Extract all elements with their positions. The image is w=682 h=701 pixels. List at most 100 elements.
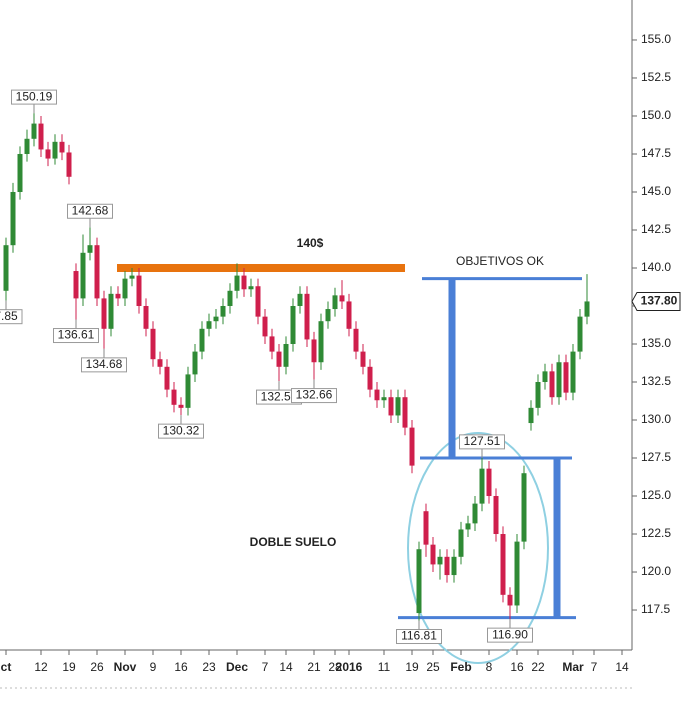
- candle-body: [374, 389, 380, 401]
- label-box: [158, 423, 204, 439]
- price-label: 116.90: [492, 627, 528, 641]
- candle-body: [318, 321, 324, 363]
- candle-body: [339, 295, 345, 302]
- last-price-label: 137.80: [641, 294, 678, 308]
- candle-body: [115, 293, 121, 299]
- candle-body: [80, 252, 86, 299]
- candle-body: [402, 397, 408, 428]
- candle-body: [570, 351, 576, 393]
- candle-body: [52, 141, 58, 159]
- x-tick-label: ct: [1, 660, 12, 674]
- x-tick-label: 11: [378, 660, 391, 674]
- candle-body: [66, 152, 72, 177]
- x-tick-label: 19: [405, 660, 419, 674]
- label-box: [0, 309, 23, 325]
- price-label: 130.32: [163, 423, 200, 437]
- candle-body: [24, 138, 30, 154]
- x-tick-label: Feb: [450, 660, 471, 674]
- candle-body: [388, 397, 394, 416]
- label-box: [67, 203, 113, 219]
- x-tick-label: 26: [90, 660, 104, 674]
- candle-body: [122, 278, 128, 299]
- y-tick-label: 147.5: [641, 146, 671, 160]
- last-price-tag: [631, 291, 681, 311]
- label-box: [11, 89, 57, 105]
- price-label: 142.68: [72, 203, 109, 217]
- candle-body: [206, 321, 212, 329]
- candle-body: [584, 301, 590, 317]
- candle-body: [269, 336, 275, 352]
- candle-body: [360, 351, 366, 367]
- candle-body: [3, 245, 9, 291]
- candle-body: [451, 556, 457, 576]
- candle-body: [395, 397, 401, 416]
- y-tick-label: 145.0: [641, 184, 671, 198]
- candle-body: [500, 534, 506, 595]
- x-tick-label: 19: [62, 660, 76, 674]
- candle-body: [108, 293, 114, 329]
- candle-body: [507, 594, 513, 606]
- candle-body: [129, 275, 135, 279]
- candle-body: [297, 293, 303, 306]
- label-box: [53, 328, 99, 344]
- candle-body: [367, 366, 373, 390]
- price-label: 150.19: [16, 89, 53, 103]
- candle-body: [493, 496, 499, 535]
- candle-body: [45, 149, 51, 159]
- candle-body: [563, 362, 569, 393]
- candle-body: [381, 397, 387, 401]
- double-bottom-circle: [407, 432, 549, 664]
- x-tick-label: Mar: [562, 660, 584, 674]
- x-tick-label: 12: [34, 660, 48, 674]
- candle-body: [486, 468, 492, 497]
- candle-body: [73, 271, 79, 299]
- x-tick-label: 28: [328, 660, 342, 674]
- candle-body: [479, 468, 485, 504]
- y-tick-label: 122.5: [641, 526, 671, 540]
- candle-body: [325, 309, 331, 322]
- candle-body: [31, 123, 37, 139]
- candle-body: [185, 374, 191, 408]
- price-label: 116.81: [401, 629, 437, 643]
- candle-body: [353, 328, 359, 352]
- y-tick-label: 120.0: [641, 564, 671, 578]
- candle-body: [59, 141, 65, 153]
- candle-body: [528, 407, 534, 424]
- y-tick-label: 140.0: [641, 260, 671, 274]
- y-tick-label: 117.5: [641, 602, 670, 616]
- candle-body: [213, 316, 219, 322]
- x-tick-label: 7: [591, 660, 598, 674]
- candle-body: [192, 351, 198, 375]
- y-tick-label: 127.5: [641, 450, 671, 464]
- candle-body: [346, 301, 352, 329]
- y-tick-label: 130.0: [641, 412, 671, 426]
- label-box: [81, 357, 127, 373]
- candle-body: [17, 153, 23, 192]
- candle-body: [311, 339, 317, 363]
- candle-body: [535, 382, 541, 408]
- label-box: [291, 388, 337, 404]
- candle-body: [136, 275, 142, 306]
- x-tick-label: 16: [510, 660, 524, 674]
- price-label: 132.56: [261, 389, 298, 403]
- candle-body: [549, 371, 555, 398]
- resistance-label: 140$: [297, 236, 324, 250]
- candle-body: [150, 328, 156, 360]
- price-label: 132.66: [296, 388, 333, 402]
- price-label: 7.85: [0, 309, 18, 323]
- price-label: 134.68: [86, 357, 123, 371]
- candle-body: [416, 549, 422, 614]
- x-tick-label: 16: [174, 660, 188, 674]
- candle-body: [423, 511, 429, 545]
- candle-body: [262, 316, 268, 337]
- price-label: 136.61: [58, 328, 95, 342]
- label-box: [459, 434, 505, 450]
- candle-body: [332, 295, 338, 310]
- candle-body: [472, 503, 478, 524]
- candle-body: [227, 290, 233, 306]
- x-tick-label: 14: [615, 660, 629, 674]
- candle-body: [577, 316, 583, 352]
- candle-body: [409, 427, 415, 466]
- x-tick-label: 9: [150, 660, 157, 674]
